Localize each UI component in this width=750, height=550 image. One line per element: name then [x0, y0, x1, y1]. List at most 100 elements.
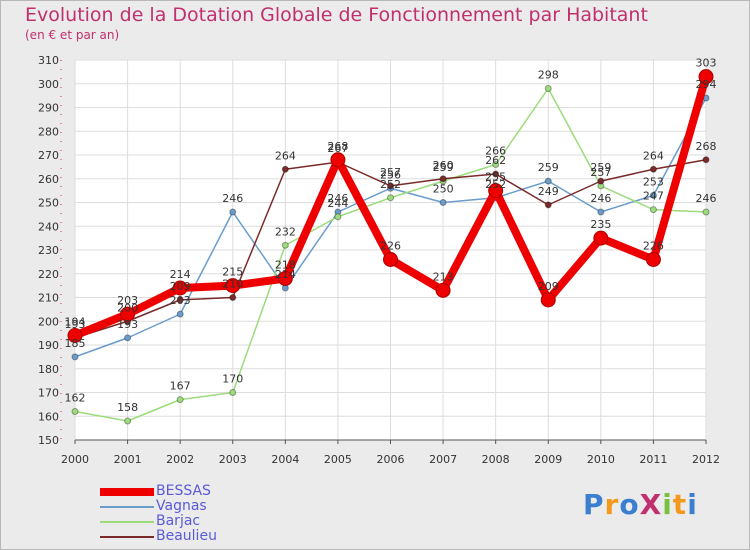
data-label-vagnas: 252: [485, 178, 506, 191]
data-point-barjac: [387, 194, 394, 202]
data-label-beaulieu: 260: [433, 159, 454, 172]
x-tick-label: 2004: [271, 453, 299, 466]
data-point-vagnas: [649, 191, 657, 199]
y-tick-label: 190: [38, 339, 59, 352]
data-point-beaulieu: [387, 182, 394, 190]
y-tick-label: 220: [38, 268, 59, 281]
data-label-bessas: 209: [538, 280, 559, 293]
data-point-vagnas: [124, 334, 132, 342]
legend-swatch-beaulieu: [100, 536, 154, 538]
data-point-vagnas: [229, 208, 237, 216]
data-point-barjac: [281, 241, 289, 249]
data-point-bessas: [698, 69, 714, 85]
logo-letter: X: [639, 488, 663, 521]
x-tick-label: 2001: [114, 453, 142, 466]
data-point-bessas: [488, 183, 504, 199]
y-tick-label: 150: [38, 434, 59, 447]
data-label-bessas: 255: [485, 171, 506, 184]
axis-layer: 150 160 170 180 190 200 210 220 230 240 250 260 270 2…: [38, 54, 720, 466]
data-label-beaulieu: 257: [380, 166, 401, 179]
data-label-vagnas: 256: [380, 168, 401, 181]
y-tick-label: 280: [38, 125, 59, 138]
data-label-beaulieu: 264: [643, 149, 664, 162]
data-point-barjac: [124, 417, 132, 425]
data-label-vagnas: 185: [65, 337, 86, 350]
y-tick-label: 200: [38, 315, 59, 328]
data-label-bessas: 194: [65, 316, 86, 329]
y-tick-label: 160: [38, 410, 59, 423]
legend-swatch-barjac: [100, 521, 154, 523]
data-point-beaulieu: [439, 175, 447, 183]
data-point-beaulieu: [544, 201, 552, 209]
data-label-bessas: 226: [643, 240, 664, 253]
data-point-barjac: [229, 389, 237, 396]
data-label-beaulieu: 268: [696, 140, 717, 153]
data-point-bessas: [383, 252, 398, 267]
series-layer: [67, 69, 714, 425]
data-point-beaulieu: [281, 165, 289, 173]
data-label-barjac: 266: [485, 145, 506, 158]
x-tick-label: 2000: [61, 453, 89, 466]
data-label-barjac: 247: [643, 190, 664, 203]
data-label-beaulieu: 209: [170, 280, 191, 293]
legend-label-bessas: BESSAS: [156, 483, 211, 499]
x-tick-label: 2010: [587, 453, 615, 466]
data-label-barjac: 167: [170, 380, 191, 393]
x-tick-label: 2005: [324, 453, 352, 466]
y-tick-label: 310: [38, 54, 59, 67]
data-label-vagnas: 246: [327, 192, 348, 205]
chart-title: Evolution de la Dotation Globale de Fonc…: [25, 4, 648, 26]
data-point-beaulieu: [597, 177, 605, 185]
data-point-beaulieu: [176, 296, 184, 304]
data-point-vagnas: [597, 208, 605, 216]
data-label-barjac: 232: [275, 225, 296, 238]
data-label-beaulieu: 200: [117, 301, 138, 314]
data-point-bessas: [172, 280, 188, 296]
data-label-barjac: 170: [222, 373, 243, 386]
data-point-barjac: [176, 396, 184, 404]
data-label-vagnas: 294: [696, 78, 717, 91]
proxiti-logo: ProXiti: [583, 488, 698, 521]
data-point-vagnas: [71, 353, 79, 361]
data-point-bessas: [435, 282, 451, 298]
data-label-bessas: 203: [117, 294, 138, 307]
data-label-vagnas: 253: [643, 175, 664, 188]
data-label-bessas: 268: [327, 140, 348, 153]
legend-swatch-vagnas: [100, 506, 154, 508]
data-point-beaulieu: [492, 170, 500, 178]
x-tick-label: 2011: [639, 453, 667, 466]
data-label-vagnas: 259: [538, 161, 559, 174]
data-label-vagnas: 203: [170, 294, 191, 307]
y-tick-label: 290: [38, 102, 59, 115]
data-label-barjac: 158: [117, 401, 138, 414]
chart-subtitle: (en € et par an): [25, 28, 120, 42]
x-tick-label: 2007: [429, 453, 457, 466]
data-point-bessas: [277, 271, 293, 286]
data-point-bessas: [645, 252, 661, 267]
data-label-beaulieu: 259: [590, 161, 611, 174]
legend-label-beaulieu: Beaulieu: [156, 528, 217, 544]
data-point-barjac: [334, 213, 342, 221]
data-point-vagnas: [544, 177, 552, 185]
y-tick-label: 240: [38, 220, 59, 233]
data-point-vagnas: [439, 199, 447, 206]
y-tick-label: 170: [38, 387, 59, 400]
data-point-beaulieu: [649, 165, 657, 173]
data-point-bessas: [67, 328, 83, 343]
logo-letter: P: [583, 488, 605, 521]
data-point-bessas: [120, 306, 136, 322]
data-label-barjac: 252: [380, 178, 401, 191]
logo-letter: t: [672, 488, 688, 521]
data-point-beaulieu: [702, 156, 710, 164]
data-label-bessas: 303: [696, 57, 717, 70]
x-tick-label: 2009: [534, 453, 562, 466]
data-label-beaulieu: 249: [538, 185, 559, 198]
data-label-beaulieu: 262: [485, 154, 506, 167]
data-label-vagnas: 193: [117, 318, 138, 331]
legend-label-vagnas: Vagnas: [156, 498, 207, 514]
data-label-bessas: 218: [275, 259, 296, 272]
data-label-bessas: 213: [433, 270, 454, 283]
logo-letter: i: [662, 488, 673, 521]
data-point-barjac: [544, 85, 552, 92]
